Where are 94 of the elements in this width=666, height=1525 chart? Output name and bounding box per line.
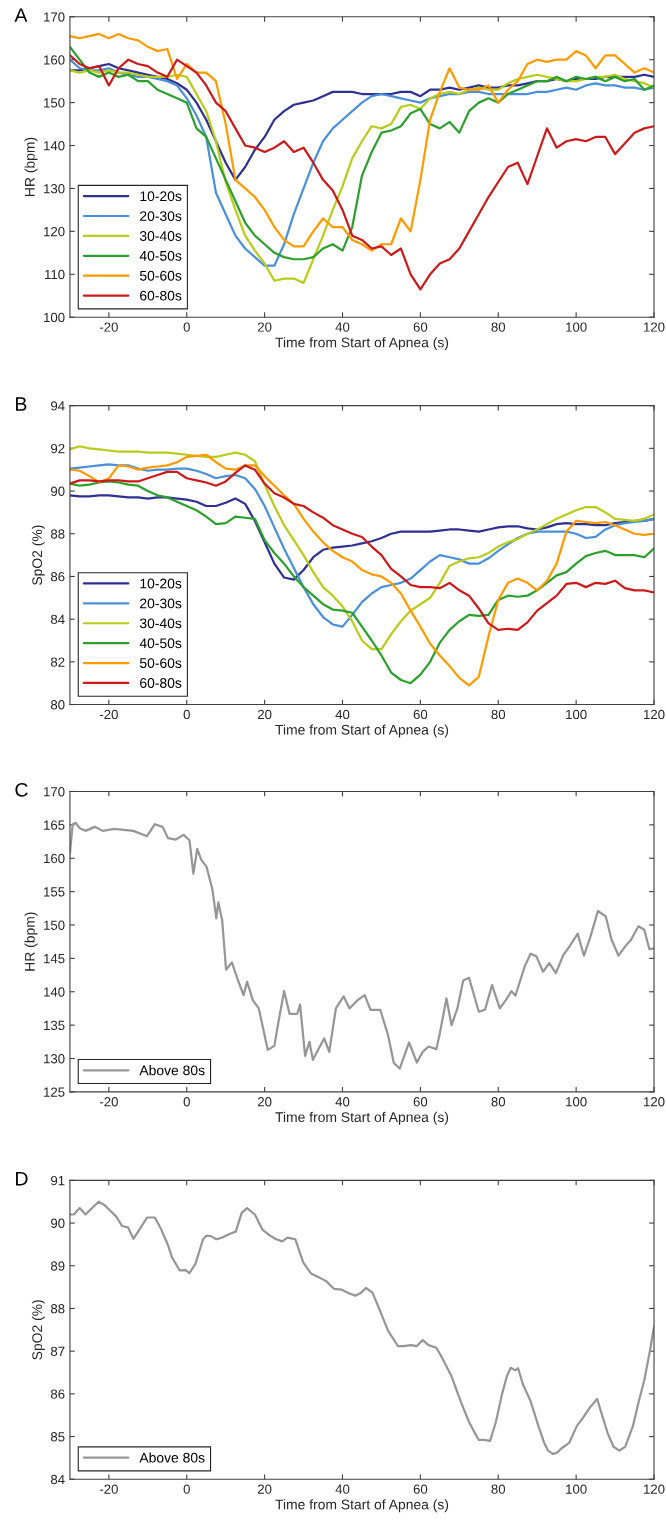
x-tick-label: 120 — [644, 1484, 665, 1494]
y-tick-label: 89 — [50, 1261, 65, 1271]
legend-label: 30-40s — [139, 231, 182, 241]
x-tick-label: -20 — [99, 709, 118, 720]
x-tick-label: 60 — [413, 1097, 428, 1107]
x-axis-title: Time from Start of Apnea (s) — [275, 724, 449, 738]
y-tick-label: 120 — [44, 226, 65, 237]
y-tick-label: 90 — [51, 1218, 65, 1228]
legend-label: 50-60s — [139, 658, 182, 669]
x-tick-label: -20 — [99, 322, 118, 332]
chart-title: A — [14, 8, 28, 22]
y-tick-label: 86 — [50, 1389, 65, 1399]
y-tick-label: 165 — [44, 820, 65, 830]
y-tick-label: 82 — [50, 657, 65, 667]
y-tick-label: 140 — [44, 987, 65, 997]
x-tick-label: 60 — [413, 322, 428, 332]
x-tick-label: -20 — [99, 1484, 118, 1494]
x-tick-label: 0 — [183, 1484, 190, 1494]
x-tick-label: 100 — [566, 1097, 587, 1107]
x-tick-label: 40 — [335, 1097, 350, 1107]
x-tick-label: 40 — [335, 709, 350, 720]
y-tick-label: 110 — [45, 269, 65, 280]
y-tick-label: 88 — [50, 1304, 65, 1314]
y-tick-label: 84 — [50, 614, 65, 625]
legend-label: Above 80s — [139, 1452, 205, 1463]
x-tick-label: -20 — [99, 1097, 118, 1107]
legend-label: Above 80s — [139, 1065, 205, 1076]
y-tick-label: 90 — [51, 486, 65, 496]
x-tick-label: 120 — [644, 709, 665, 720]
x-tick-label: 80 — [491, 1097, 506, 1107]
legend-label: 20-30s — [140, 598, 182, 609]
y-axis-title: SpO2 (%) — [31, 525, 45, 585]
x-tick-label: 60 — [413, 709, 428, 720]
legend-label: 10-20s — [140, 191, 182, 202]
y-tick-label: 91 — [51, 1175, 65, 1186]
x-tick-label: 120 — [644, 322, 665, 332]
legend-label: 60-80s — [140, 678, 182, 688]
y-tick-label: 87 — [50, 1346, 65, 1357]
y-axis-title: HR (bpm) — [24, 137, 38, 196]
y-tick-label: 170 — [44, 787, 65, 797]
x-tick-label: 20 — [257, 1484, 272, 1494]
y-tick-label: 140 — [44, 141, 65, 151]
y-tick-label: 80 — [50, 700, 65, 710]
y-tick-label: 170 — [44, 12, 65, 22]
y-tick-label: 92 — [51, 443, 65, 454]
y-tick-label: 150 — [44, 920, 65, 930]
y-tick-label: 160 — [44, 853, 65, 864]
x-axis-title: Time from Start of Apnea (s) — [275, 1111, 449, 1125]
x-tick-label: 20 — [257, 322, 272, 332]
y-tick-label: 88 — [50, 529, 65, 539]
y-tick-label: 130 — [44, 184, 65, 194]
legend-label: 60-80s — [140, 290, 182, 301]
x-axis-title: Time from Start of Apnea (s) — [275, 1499, 449, 1513]
line-series — [69, 62, 655, 181]
y-tick-label: 94 — [51, 401, 65, 411]
legend-label: 20-30s — [140, 211, 182, 221]
x-tick-label: 80 — [491, 709, 506, 720]
y-tick-label: 155 — [44, 887, 65, 897]
legend-label: 30-40s — [139, 618, 182, 629]
x-tick-label: 100 — [566, 1484, 587, 1494]
x-tick-label: 20 — [257, 1097, 272, 1107]
x-tick-label: 20 — [257, 709, 272, 720]
y-axis-title: HR (bpm) — [24, 912, 38, 971]
y-axis-title: SpO2 (%) — [31, 1300, 45, 1360]
legend-label: 40-50s — [139, 638, 182, 649]
y-tick-label: 135 — [44, 1020, 65, 1031]
legend-label: 10-20s — [140, 578, 182, 589]
x-axis-title: Time from Start of Apnea (s) — [275, 337, 449, 351]
y-tick-label: 150 — [44, 98, 65, 108]
y-tick-label: 84 — [50, 1474, 65, 1485]
x-tick-label: 0 — [183, 322, 190, 332]
y-tick-label: 160 — [44, 55, 65, 65]
x-tick-label: 100 — [566, 322, 587, 332]
x-tick-label: 80 — [491, 322, 506, 332]
x-tick-label: 120 — [644, 1097, 665, 1107]
chart-title: D — [16, 1172, 28, 1186]
line-series — [69, 445, 655, 651]
y-tick-label: 85 — [50, 1432, 65, 1442]
x-tick-label: 60 — [413, 1484, 428, 1494]
x-tick-label: 0 — [183, 1097, 190, 1107]
x-tick-label: 80 — [491, 1484, 506, 1494]
chart-title: B — [16, 397, 27, 411]
legend-label: 50-60s — [139, 270, 182, 281]
chart-title: C — [15, 782, 28, 797]
x-tick-label: 0 — [183, 709, 190, 720]
y-tick-label: 145 — [44, 954, 65, 964]
y-tick-label: 130 — [44, 1054, 65, 1064]
y-tick-label: 100 — [44, 312, 65, 323]
legend-label: 40-50s — [139, 250, 182, 261]
x-tick-label: 40 — [335, 322, 350, 332]
x-tick-label: 40 — [335, 1484, 350, 1494]
y-tick-label: 86 — [50, 572, 65, 582]
y-tick-label: 125 — [44, 1087, 65, 1097]
x-tick-label: 100 — [566, 709, 587, 720]
